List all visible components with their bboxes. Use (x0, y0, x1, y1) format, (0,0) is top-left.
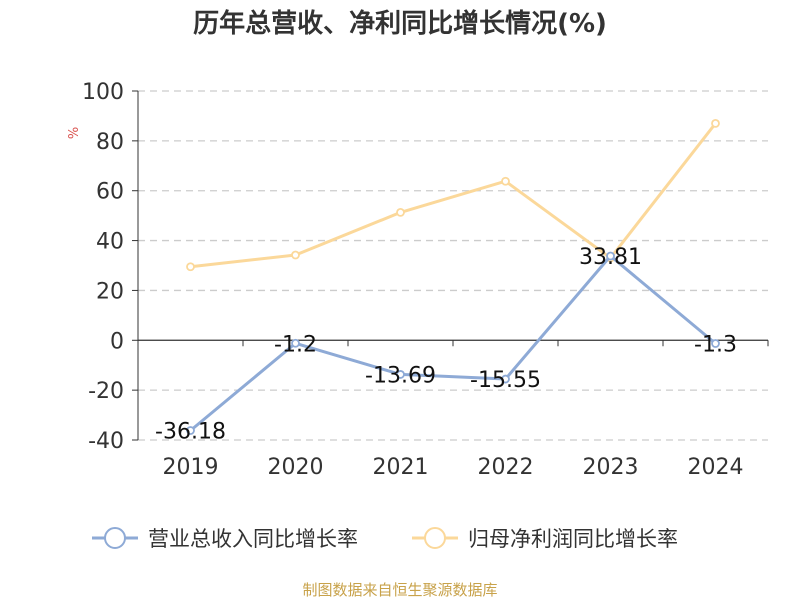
data-point (186, 426, 195, 435)
data-point (396, 370, 405, 379)
legend: 营业总收入同比增长率 归母净利润同比增长率 (92, 527, 678, 551)
x-tick-label: 2021 (373, 455, 429, 480)
data-label: 33.81 (579, 245, 642, 270)
legend-swatch-marker (424, 527, 446, 549)
y-tick-label: 100 (82, 80, 124, 105)
data-label: -36.18 (155, 419, 226, 444)
legend-swatch-marker (104, 527, 126, 549)
y-tick-label: -40 (88, 429, 124, 454)
data-point (711, 339, 720, 348)
data-point (396, 208, 405, 217)
series-line (190, 122, 717, 269)
x-tick-label: 2022 (478, 455, 534, 480)
x-tick-label: 2019 (163, 455, 219, 480)
data-label: -15.55 (470, 368, 541, 393)
gridlines (138, 90, 768, 441)
data-label: -13.69 (365, 363, 436, 388)
data-label: -1.3 (694, 333, 737, 358)
y-tick-label: 60 (96, 180, 124, 205)
y-axis-unit: % (67, 127, 82, 139)
data-labels: -36.18 -1.2 -13.69 -15.55 33.81 -1.3 (155, 245, 737, 444)
y-tick-label: -20 (88, 379, 124, 404)
x-tick-label: 2023 (583, 455, 639, 480)
data-point (186, 262, 195, 272)
data-point (711, 119, 720, 128)
data-point (501, 374, 510, 384)
series (186, 119, 720, 435)
y-tick-label: 40 (96, 230, 124, 255)
data-point (501, 176, 510, 186)
source-note: 制图数据来自恒生聚源数据库 (302, 581, 497, 599)
data-label: -1.2 (274, 332, 317, 357)
series-line (189, 254, 717, 432)
chart-title: 历年总营收、净利同比增长情况(%) (193, 8, 607, 39)
x-tick-label: 2024 (688, 455, 744, 480)
x-tick-label: 2020 (268, 455, 324, 480)
data-point (291, 338, 300, 348)
y-tick-label: 20 (96, 279, 124, 304)
y-tick-label: 0 (110, 329, 124, 354)
data-point (291, 250, 300, 260)
data-point (606, 251, 615, 261)
y-tick-label: 80 (96, 130, 124, 155)
legend-label: 归母净利润同比增长率 (468, 527, 678, 551)
axes: 100 80 60 40 20 0 -20 -40 2019 2020 2021 2022 2023 20… (82, 80, 769, 480)
legend-label: 营业总收入同比增长率 (148, 527, 358, 551)
